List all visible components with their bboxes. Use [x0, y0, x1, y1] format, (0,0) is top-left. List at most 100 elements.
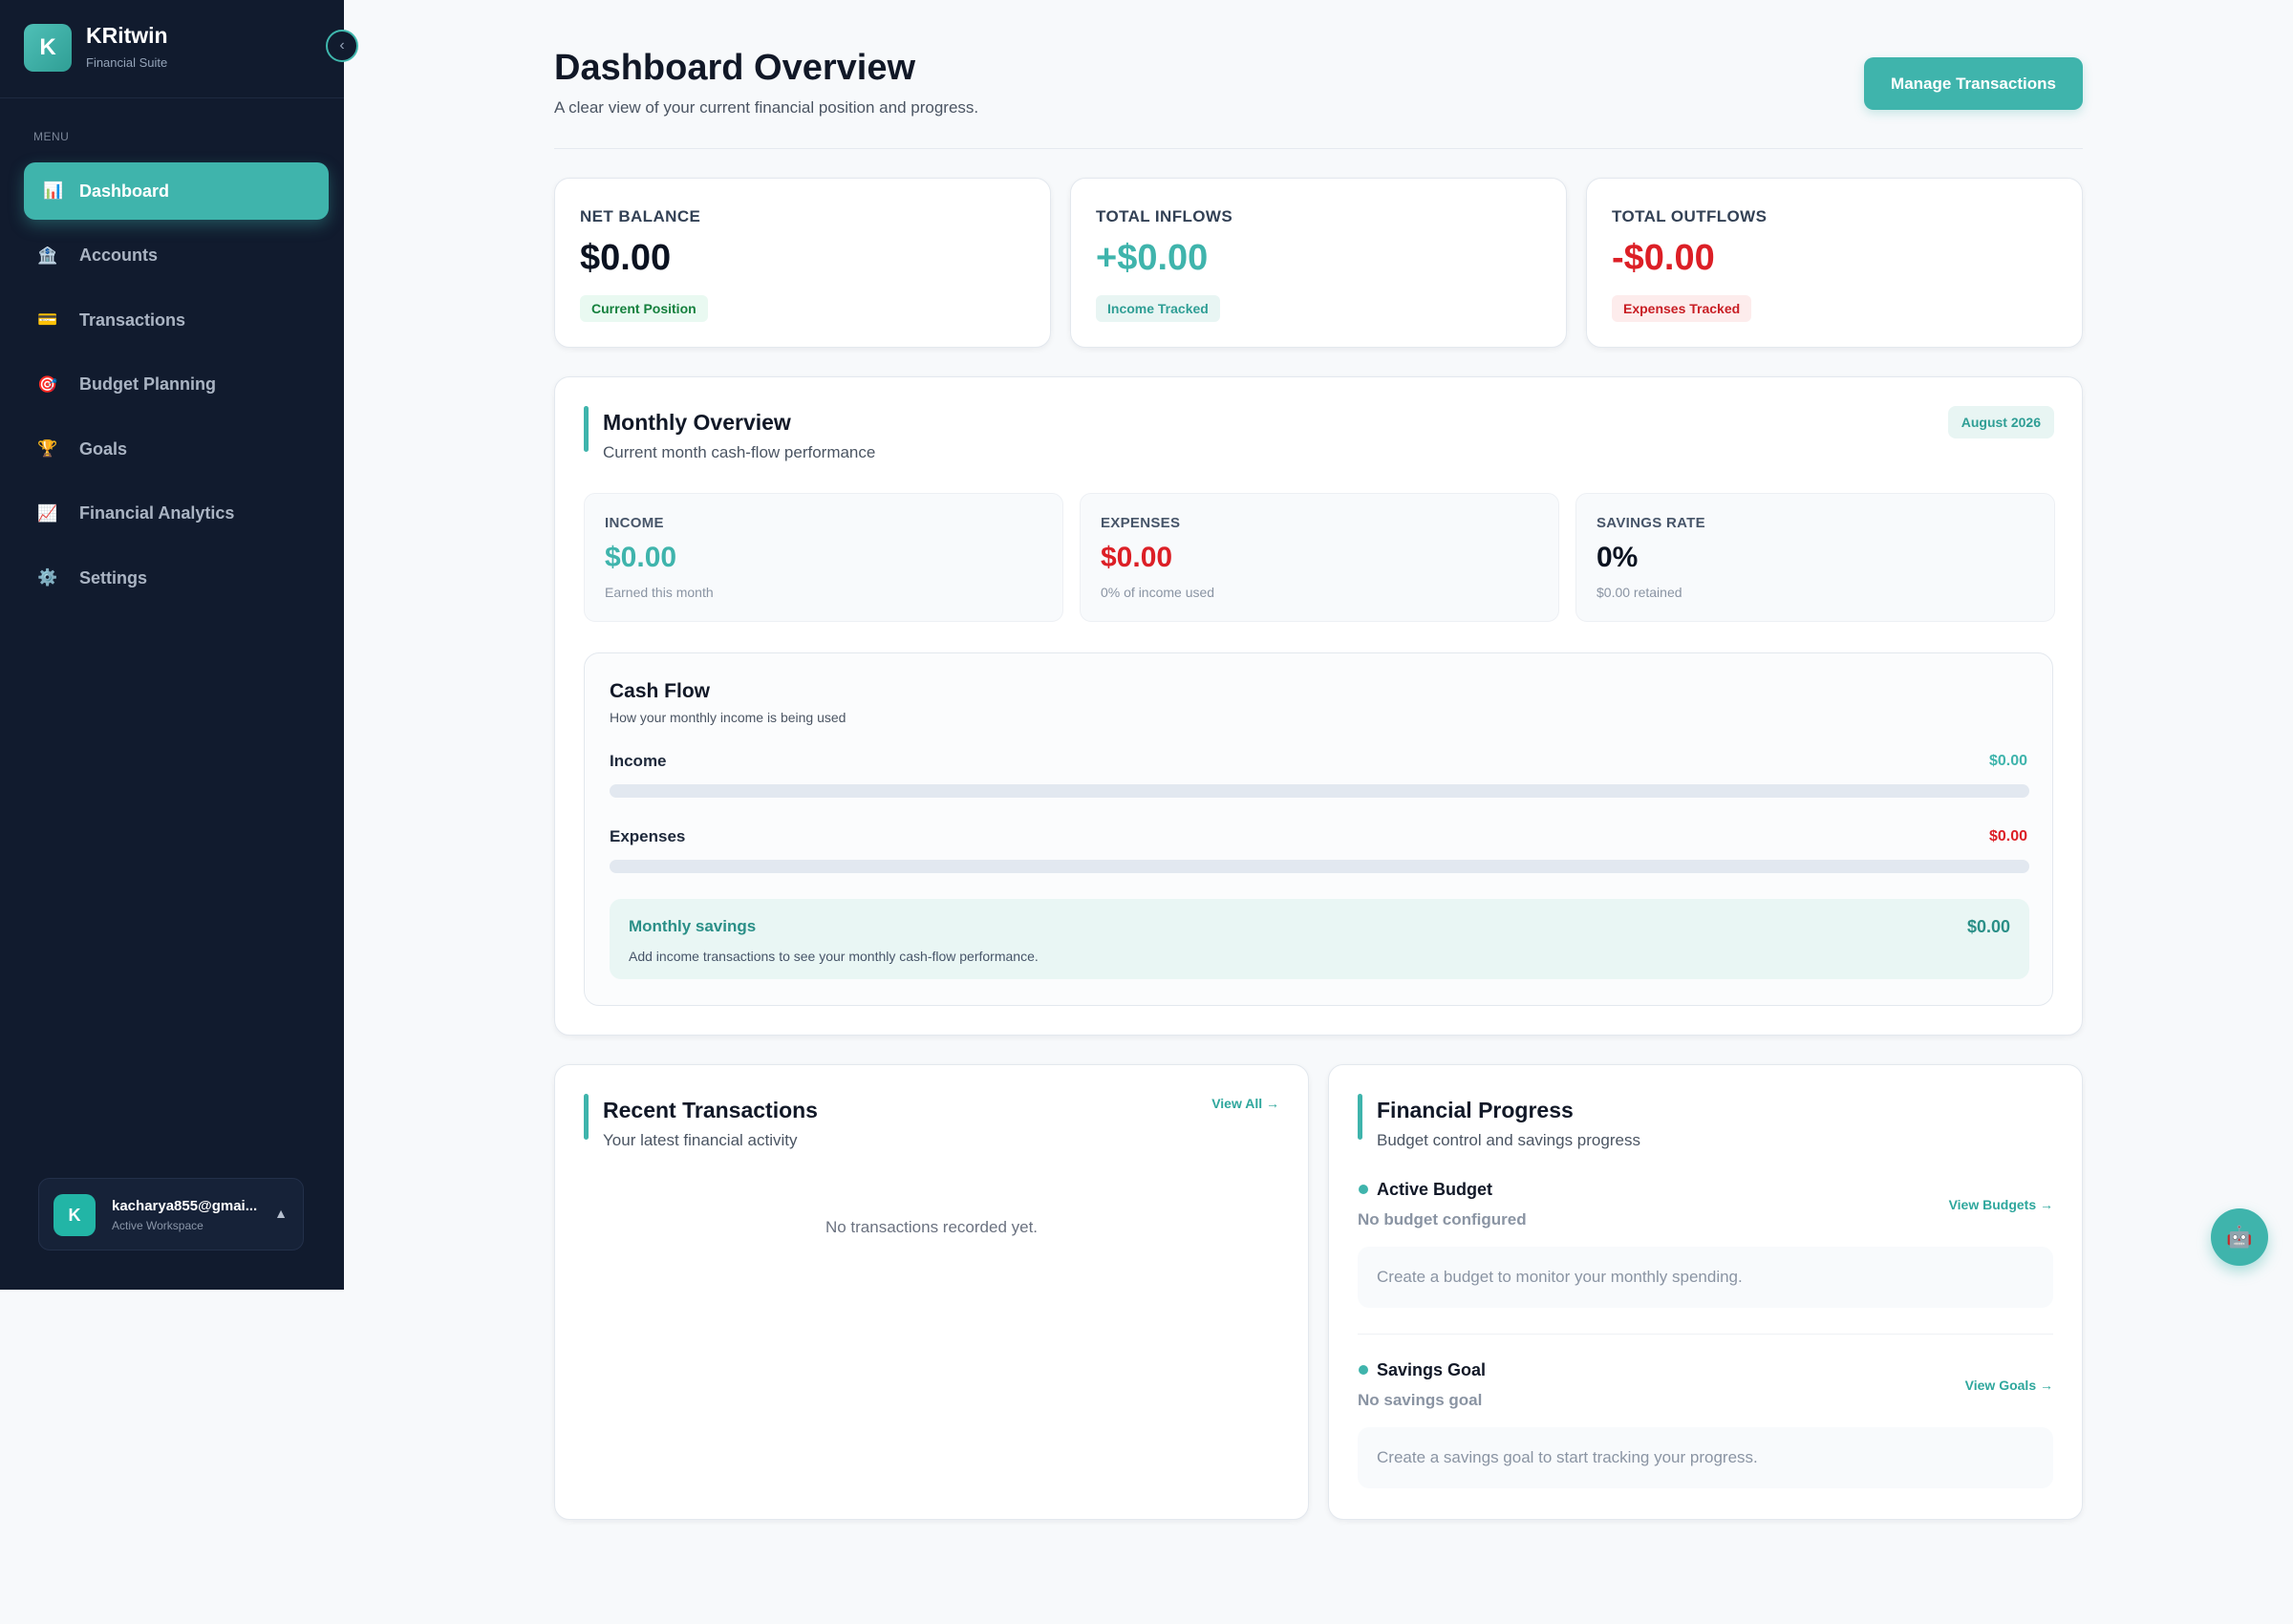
status-dot-icon: [1359, 1365, 1368, 1375]
stat-value: -$0.00: [1612, 238, 1715, 278]
menu-label: MENU: [33, 130, 70, 143]
user-menu[interactable]: K kacharya855@gmai... Active Workspace ▲: [38, 1178, 304, 1250]
credit-card-icon: 💳: [37, 310, 58, 329]
trophy-icon: 🏆: [37, 439, 58, 458]
assistant-bot-icon: 🤖: [2226, 1225, 2253, 1249]
income-metric: INCOME $0.00 Earned this month: [584, 493, 1063, 622]
brand: K KRitwin Financial Suite: [0, 0, 344, 98]
metric-value: $0.00: [1101, 542, 1173, 573]
cash-flow-expenses-label: Expenses: [610, 827, 686, 845]
sidebar-item-label: Goals: [79, 438, 128, 459]
user-email: kacharya855@gmai...: [112, 1198, 258, 1214]
page-title: Dashboard Overview: [554, 48, 916, 88]
recent-transactions-card: Recent Transactions Your latest financia…: [554, 1064, 1309, 1520]
brand-name: KRitwin: [86, 23, 168, 48]
monthly-savings-value: $0.00: [1966, 917, 2010, 936]
sidebar-item-label: Settings: [79, 567, 148, 588]
savings-goal-status: No savings goal: [1358, 1391, 1483, 1409]
chevron-up-icon: ▲: [274, 1206, 288, 1221]
monthly-savings-box: Monthly savings $0.00 Add income transac…: [610, 899, 2029, 979]
sidebar-item-label: Financial Analytics: [79, 503, 235, 523]
metric-label: INCOME: [605, 515, 664, 531]
view-goals-link[interactable]: View Goals →: [1964, 1378, 2053, 1393]
page-subtitle: A clear view of your current financial p…: [554, 98, 979, 117]
metric-caption: 0% of income used: [1101, 585, 1215, 600]
section-subtitle: Your latest financial activity: [603, 1131, 798, 1149]
savings-goal-label: Savings Goal: [1377, 1360, 1487, 1379]
user-workspace: Active Workspace: [112, 1219, 204, 1232]
cash-flow-income-label: Income: [610, 752, 667, 770]
section-subtitle: Budget control and savings progress: [1377, 1131, 1640, 1149]
stat-label: TOTAL OUTFLOWS: [1612, 207, 1768, 225]
status-badge: Expenses Tracked: [1612, 295, 1752, 322]
total-outflows-card: TOTAL OUTFLOWS -$0.00 Expenses Tracked: [1586, 178, 2083, 348]
metric-caption: $0.00 retained: [1597, 585, 1682, 600]
section-subtitle: Current month cash-flow performance: [603, 443, 876, 461]
sidebar-item-goals[interactable]: 🏆 Goals: [24, 420, 329, 478]
cash-flow-subtitle: How your monthly income is being used: [610, 710, 846, 725]
metric-label: SAVINGS RATE: [1597, 515, 1705, 531]
cash-flow-title: Cash Flow: [610, 680, 711, 702]
status-dot-icon: [1359, 1185, 1368, 1194]
sidebar-item-label: Accounts: [79, 246, 159, 265]
gear-icon: ⚙️: [37, 568, 58, 587]
manage-transactions-button[interactable]: Manage Transactions: [1864, 57, 2083, 110]
avatar: K: [54, 1194, 96, 1236]
section-accent-bar: [584, 1094, 589, 1140]
sidebar-item-settings[interactable]: ⚙️ Settings: [24, 549, 329, 607]
monthly-overview-card: Monthly Overview Current month cash-flow…: [554, 376, 2083, 1036]
metric-value: 0%: [1597, 542, 1639, 573]
sidebar-item-dashboard[interactable]: 📊 Dashboard: [24, 162, 329, 220]
cash-flow-panel: Cash Flow How your monthly income is bei…: [584, 652, 2053, 1006]
collapse-sidebar-button[interactable]: ‹: [326, 30, 358, 62]
stat-value: +$0.00: [1096, 238, 1209, 278]
status-badge: Income Tracked: [1096, 295, 1220, 322]
empty-state-text: No transactions recorded yet.: [825, 1218, 1039, 1236]
chevron-left-icon: ‹: [339, 37, 345, 53]
section-title: Recent Transactions: [603, 1098, 818, 1122]
assistant-button[interactable]: 🤖: [2211, 1208, 2268, 1266]
monthly-savings-note: Add income transactions to see your mont…: [629, 949, 1039, 964]
sidebar-item-label: Dashboard: [79, 181, 170, 201]
income-progress-bar: [610, 784, 2029, 798]
section-accent-bar: [584, 406, 589, 452]
stat-value: $0.00: [580, 238, 672, 278]
bank-icon: 🏦: [37, 246, 58, 265]
sidebar-item-accounts[interactable]: 🏦 Accounts: [24, 227, 329, 285]
sidebar-nav: 📊 Dashboard 🏦 Accounts 💳 Transactions 🎯 …: [24, 162, 329, 614]
total-inflows-card: TOTAL INFLOWS +$0.00 Income Tracked: [1070, 178, 1567, 348]
view-all-transactions-link[interactable]: View All →: [1211, 1096, 1279, 1111]
stat-label: TOTAL INFLOWS: [1096, 207, 1233, 225]
brand-logo: K: [24, 24, 72, 72]
bar-chart-icon: 📊: [43, 182, 64, 200]
sidebar-item-financial-analytics[interactable]: 📈 Financial Analytics: [24, 485, 329, 543]
section-title: Financial Progress: [1377, 1098, 1574, 1122]
status-badge: Current Position: [580, 295, 708, 322]
trend-chart-icon: 📈: [37, 503, 58, 523]
budget-hint: Create a budget to monitor your monthly …: [1358, 1247, 2053, 1308]
expenses-metric: EXPENSES $0.00 0% of income used: [1080, 493, 1559, 622]
financial-progress-card: Financial Progress Budget control and sa…: [1328, 1064, 2083, 1520]
brand-subtitle: Financial Suite: [86, 55, 168, 70]
net-balance-card: NET BALANCE $0.00 Current Position: [554, 178, 1051, 348]
sidebar-item-label: Budget Planning: [79, 374, 216, 394]
sidebar: K KRitwin Financial Suite MENU 📊 Dashboa…: [0, 0, 344, 1290]
section-accent-bar: [1358, 1094, 1362, 1140]
savings-goal-hint: Create a savings goal to start tracking …: [1358, 1427, 2053, 1488]
metric-value: $0.00: [605, 542, 677, 573]
target-icon: 🎯: [37, 374, 58, 394]
section-title: Monthly Overview: [603, 410, 791, 435]
sidebar-item-transactions[interactable]: 💳 Transactions: [24, 291, 329, 349]
savings-rate-metric: SAVINGS RATE 0% $0.00 retained: [1575, 493, 2055, 622]
period-badge: August 2026: [1947, 406, 2054, 438]
monthly-savings-title: Monthly savings: [629, 917, 757, 935]
divider: [1358, 1334, 2053, 1335]
sidebar-item-label: Transactions: [79, 310, 186, 330]
active-budget-label: Active Budget: [1377, 1180, 1493, 1199]
expenses-progress-bar: [610, 860, 2029, 873]
cash-flow-income-value: $0.00: [1988, 753, 2027, 769]
stat-label: NET BALANCE: [580, 207, 701, 225]
view-budgets-link[interactable]: View Budgets →: [1948, 1197, 2053, 1212]
header-divider: [554, 148, 2083, 149]
sidebar-item-budget-planning[interactable]: 🎯 Budget Planning: [24, 356, 329, 414]
